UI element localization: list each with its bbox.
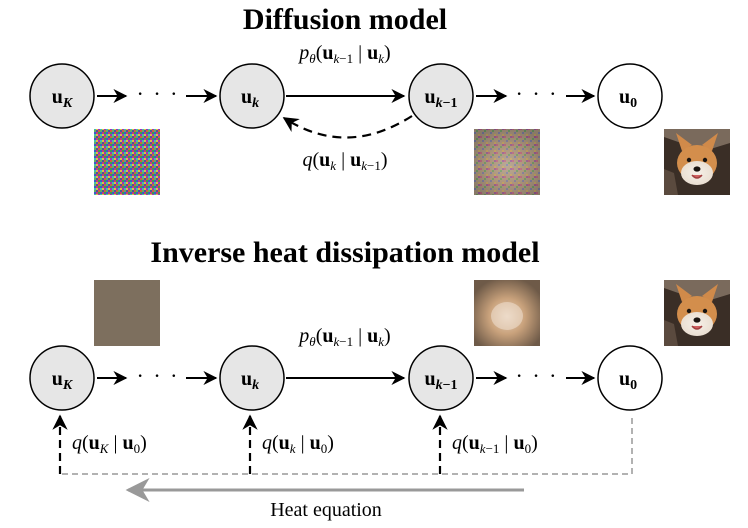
- flat-blurred-image: [94, 280, 160, 346]
- heat-dots-right: · · ·: [516, 363, 559, 388]
- clean-dog-image-top: [663, 128, 731, 196]
- diffusion-node-ukm1: uk−1: [408, 63, 474, 129]
- heat-node-uk: uk: [219, 345, 285, 411]
- diffusion-dots-left: · · ·: [137, 81, 180, 106]
- heat-equation-caption: Heat equation: [270, 499, 382, 521]
- heat-baseline-dashed: [60, 418, 633, 475]
- noisy-dog-image: [474, 129, 540, 195]
- diffusion-forward-arrow: [282, 115, 413, 139]
- diffusion-node-uk: uk: [219, 63, 285, 129]
- clean-dog-image-bottom: [663, 279, 731, 347]
- diffusion-forward-label: q(uk | uk−1): [302, 149, 387, 173]
- heat-q-label-uk: q(uk | u0): [262, 432, 334, 456]
- diffusion-node-uK: uK: [29, 63, 95, 129]
- heat-title: Inverse heat dissipation model: [150, 236, 539, 269]
- heat-generative-label: pθ(uk−1 | uk): [297, 325, 390, 349]
- blurred-dog-image: [474, 280, 540, 346]
- heat-q-label-uK: q(uK | u0): [72, 432, 147, 456]
- heat-node-ukm1: uk−1: [408, 345, 474, 411]
- heat-q-label-ukm1: q(uk−1 | u0): [452, 432, 538, 456]
- diffusion-node-u0: u0: [597, 63, 663, 129]
- diffusion-dots-right: · · ·: [516, 81, 559, 106]
- diffusion-generative-label: pθ(uk−1 | uk): [297, 42, 390, 66]
- heat-dots-left: · · ·: [137, 363, 180, 388]
- heat-node-u0: u0: [597, 345, 663, 411]
- noise-image: [94, 129, 160, 195]
- diffusion-title: Diffusion model: [243, 3, 447, 36]
- heat-node-uK: uK: [29, 345, 95, 411]
